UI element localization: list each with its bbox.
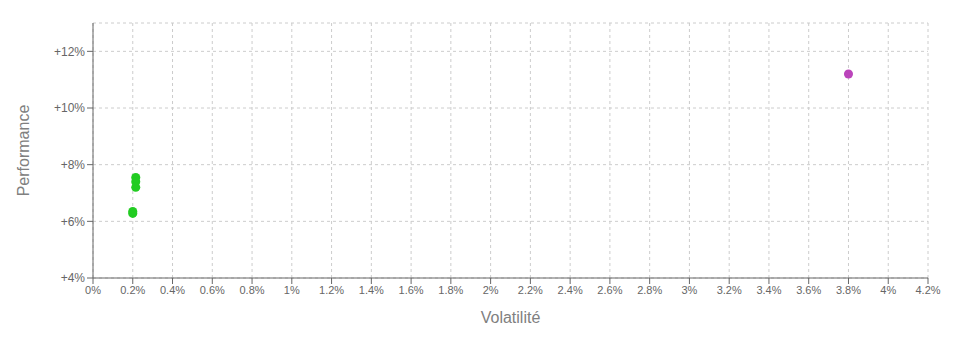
svg-text:+8%: +8%: [61, 158, 86, 172]
svg-text:3%: 3%: [681, 284, 697, 296]
svg-text:3.8%: 3.8%: [836, 284, 861, 296]
svg-text:+10%: +10%: [54, 101, 85, 115]
svg-text:0.6%: 0.6%: [200, 284, 225, 296]
svg-text:3.2%: 3.2%: [717, 284, 742, 296]
svg-text:1.6%: 1.6%: [399, 284, 424, 296]
svg-text:1.8%: 1.8%: [438, 284, 463, 296]
svg-text:Volatilité: Volatilité: [481, 309, 541, 326]
svg-text:3.4%: 3.4%: [756, 284, 781, 296]
svg-text:0%: 0%: [85, 284, 101, 296]
svg-text:0.4%: 0.4%: [160, 284, 185, 296]
svg-text:+12%: +12%: [54, 45, 85, 59]
svg-text:0.2%: 0.2%: [120, 284, 145, 296]
svg-text:0.8%: 0.8%: [240, 284, 265, 296]
svg-text:2.4%: 2.4%: [558, 284, 583, 296]
svg-text:1.4%: 1.4%: [359, 284, 384, 296]
svg-text:+4%: +4%: [61, 271, 86, 285]
svg-text:4.2%: 4.2%: [915, 284, 940, 296]
svg-text:2.8%: 2.8%: [637, 284, 662, 296]
svg-text:2.2%: 2.2%: [518, 284, 543, 296]
svg-text:Performance: Performance: [15, 105, 32, 197]
svg-text:2%: 2%: [483, 284, 499, 296]
svg-text:4%: 4%: [880, 284, 896, 296]
svg-text:1.2%: 1.2%: [319, 284, 344, 296]
svg-text:+6%: +6%: [61, 215, 86, 229]
svg-text:3.6%: 3.6%: [796, 284, 821, 296]
svg-text:2.6%: 2.6%: [597, 284, 622, 296]
svg-text:1%: 1%: [284, 284, 300, 296]
